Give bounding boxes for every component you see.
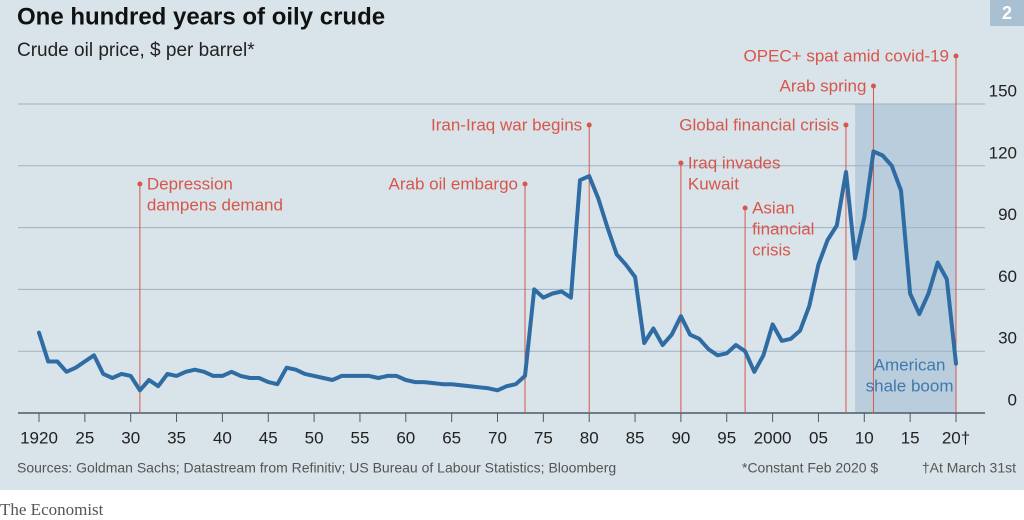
x-tick-label: 70 [488,428,507,447]
annotation-text: dampens demand [147,195,283,214]
shade-label: shale boom [866,376,954,395]
annotation-text: Iraq invades [688,153,781,172]
badge-number: 2 [1002,3,1012,23]
annotation-dot [678,160,684,166]
annotation-dot [137,181,143,187]
annotation-dot [953,53,959,59]
annotation-text: Arab oil embargo [389,174,518,193]
footnote: *Constant Feb 2020 $ [742,460,878,476]
x-tick-label: 15 [901,428,920,447]
annotation-dot [586,122,592,128]
chart-title: One hundred years of oily crude [17,3,385,30]
x-tick-label: 90 [671,428,690,447]
x-tick-label: 45 [259,428,278,447]
x-tick-label: 10 [855,428,874,447]
y-tick-label: 120 [989,143,1017,162]
x-tick-label: 40 [213,428,232,447]
annotation-text: Arab spring [780,76,867,95]
x-tick-label: 65 [442,428,461,447]
annotation-text: financial [752,219,814,238]
annotation-text: Asian [752,198,795,217]
badge [990,0,1024,26]
x-tick-label: 05 [809,428,828,447]
x-tick-label: 35 [167,428,186,447]
x-tick-label: 80 [580,428,599,447]
annotation-text: Kuwait [688,174,739,193]
y-tick-label: 60 [998,267,1017,286]
footnote: †At March 31st [922,460,1016,476]
x-tick-label: 50 [305,428,324,447]
y-tick-label: 90 [998,205,1017,224]
source-note: Sources: Goldman Sachs; Datastream from … [17,460,616,476]
y-tick-label: 30 [998,329,1017,348]
x-tick-label: 1920 [20,428,58,447]
x-tick-label: 20† [942,428,970,447]
x-tick-label: 30 [121,428,140,447]
annotation-dot [843,122,849,128]
x-tick-label: 95 [717,428,736,447]
annotation-text: Global financial crisis [679,115,839,134]
annotation-text: crisis [752,240,791,259]
annotation-dot [870,83,876,89]
y-tick-label: 150 [989,81,1017,100]
price-line [37,149,958,393]
annotation-dot [522,181,528,187]
annotation-text: Depression [147,174,233,193]
shade-label: American [874,355,946,374]
x-tick-label: 55 [350,428,369,447]
x-tick-label: 85 [626,428,645,447]
publisher: The Economist [0,500,104,519]
annotation-text: Iran-Iraq war begins [431,115,582,134]
x-tick-label: 75 [534,428,553,447]
chart-subtitle: Crude oil price, $ per barrel* [17,40,255,61]
x-tick-label: 2000 [754,428,792,447]
x-tick-label: 60 [396,428,415,447]
annotation-text: OPEC+ spat amid covid-19 [743,46,949,65]
x-tick-label: 25 [75,428,94,447]
y-tick-label: 0 [1008,390,1017,409]
annotation-dot [742,205,748,211]
